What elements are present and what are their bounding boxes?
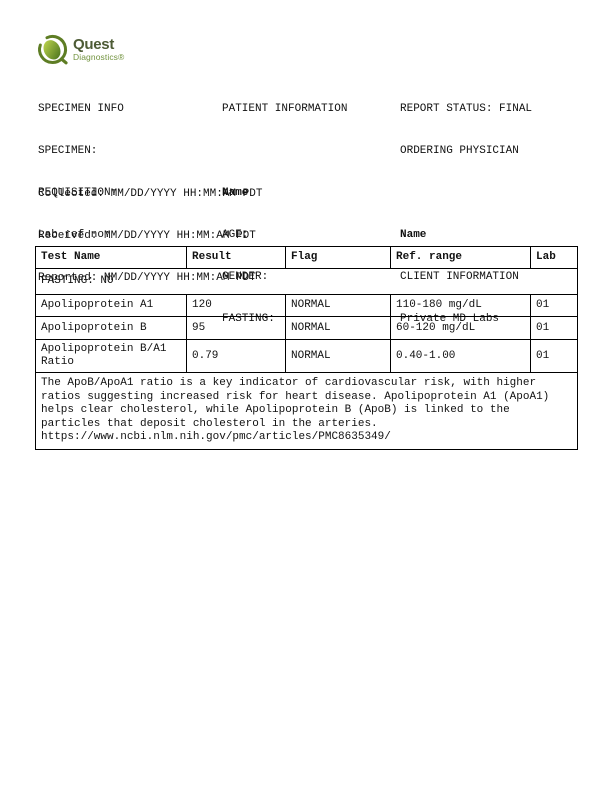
age-label: AGE: bbox=[222, 229, 249, 241]
table-row: Apolipoprotein B/A1 Ratio 0.79 NORMAL 0.… bbox=[35, 339, 578, 373]
cell-flag: NORMAL bbox=[285, 294, 391, 317]
reference-url[interactable]: https://www.ncbi.nlm.nih.gov/pmc/article… bbox=[41, 431, 391, 443]
cell-test-name: Apolipoprotein B bbox=[35, 316, 187, 340]
fasting-status: FASTING: NO bbox=[35, 268, 578, 295]
specimen-label: SPECIMEN: bbox=[38, 145, 98, 157]
cell-lab: 01 bbox=[530, 294, 578, 317]
quest-logo-icon bbox=[38, 34, 68, 65]
brand-name: Quest bbox=[73, 36, 115, 54]
column-header-test-name: Test Name bbox=[35, 246, 187, 269]
table-header-row: Test Name Result Flag Ref. range Lab bbox=[35, 246, 578, 269]
quest-logo: Quest Diagnostics® bbox=[36, 33, 124, 66]
collected-date: Collected: MM/DD/YYYY HH:MM:AM PDT bbox=[38, 188, 263, 200]
column-header-ref-range: Ref. range bbox=[390, 246, 531, 269]
spacer bbox=[222, 144, 347, 158]
results-table: Test Name Result Flag Ref. range Lab FAS… bbox=[35, 246, 578, 450]
specimen-info-title: SPECIMEN INFO bbox=[38, 103, 124, 115]
report-status: REPORT STATUS: FINAL bbox=[400, 103, 533, 115]
table-row: Apolipoprotein B 95 NORMAL 60-120 mg/dL … bbox=[35, 316, 578, 340]
ordering-physician-label: ORDERING PHYSICIAN bbox=[400, 145, 519, 157]
cell-lab: 01 bbox=[530, 339, 578, 373]
column-header-result: Result bbox=[186, 246, 286, 269]
cell-test-name: Apolipoprotein B/A1 Ratio bbox=[35, 339, 187, 373]
requisition-label: REQUISITION: bbox=[38, 187, 118, 199]
patient-info-title: PATIENT INFORMATION bbox=[222, 103, 348, 115]
spacer bbox=[400, 186, 532, 200]
physician-name-label: Name bbox=[400, 229, 427, 241]
cell-lab: 01 bbox=[530, 316, 578, 340]
cell-test-name: Apolipoprotein A1 bbox=[35, 294, 187, 317]
lab-ref-label: Lab ref no: bbox=[38, 229, 111, 241]
table-row: Apolipoprotein A1 120 NORMAL 110-180 mg/… bbox=[35, 294, 578, 317]
cell-result: 95 bbox=[186, 316, 286, 340]
specimen-info-section: SPECIMEN INFO SPECIMEN: REQUISITION: Lab… bbox=[38, 74, 124, 270]
patient-name-label: Name bbox=[222, 187, 249, 199]
column-header-lab: Lab bbox=[530, 246, 578, 269]
cell-result: 0.79 bbox=[186, 339, 286, 373]
cell-ref-range: 0.40-1.00 bbox=[390, 339, 531, 373]
received-date: Received: MM/DD/YYYY HH:MM:AM PDT bbox=[38, 230, 256, 242]
fasting-row: FASTING: NO bbox=[35, 268, 578, 295]
cell-result: 120 bbox=[186, 294, 286, 317]
cell-flag: NORMAL bbox=[285, 339, 391, 373]
brand-text-block: Quest Diagnostics® bbox=[73, 37, 124, 62]
cell-ref-range: 60-120 mg/dL bbox=[390, 316, 531, 340]
note-row: The ApoB/ApoA1 ratio is a key indicator … bbox=[35, 372, 578, 450]
note-text: The ApoB/ApoA1 ratio is a key indicator … bbox=[41, 377, 550, 430]
brand-subname: Diagnostics® bbox=[73, 52, 125, 63]
cell-flag: NORMAL bbox=[285, 316, 391, 340]
cell-ref-range: 110-180 mg/dL bbox=[390, 294, 531, 317]
column-header-flag: Flag bbox=[285, 246, 391, 269]
